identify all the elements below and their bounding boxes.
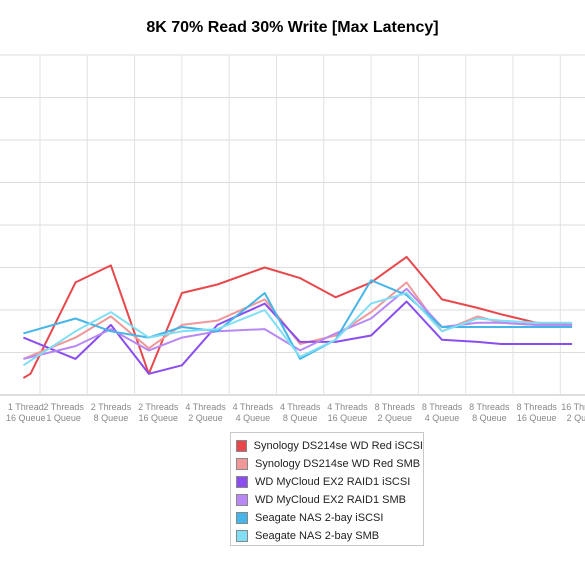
series-line-1 — [22, 255, 573, 379]
legend-label: Synology DS214se WD Red SMB — [255, 458, 421, 470]
legend-item: WD MyCloud EX2 RAID1 iSCSI — [236, 473, 423, 491]
legend-swatch — [236, 494, 248, 506]
x-tick-label: 4 Threads 4 Queue — [233, 402, 274, 423]
x-tick-label: 8 Threads 16 Queue — [516, 402, 557, 423]
legend-item: Synology DS214se WD Red iSCSI — [236, 437, 423, 455]
series-line-2 — [23, 281, 573, 360]
legend-label: Seagate NAS 2-bay SMB — [255, 530, 380, 542]
x-tick-label: 1 Thread 16 Queue — [6, 402, 46, 423]
x-tick-label: 4 Threads 16 Queue — [327, 402, 368, 423]
legend-label: WD MyCloud EX2 RAID1 iSCSI — [255, 476, 411, 488]
legend: Synology DS214se WD Red iSCSI Synology DS… — [230, 432, 424, 546]
legend-swatch — [236, 476, 248, 488]
chart-title: 8K 70% Read 30% Write [Max Latency] — [146, 19, 439, 36]
legend-label: Synology DS214se WD Red iSCSI — [253, 440, 423, 452]
legend-item: Synology DS214se WD Red SMB — [236, 455, 423, 473]
legend-swatch — [236, 512, 248, 524]
legend-swatch — [236, 440, 247, 452]
legend-item: Seagate NAS 2-bay iSCSI — [236, 509, 423, 527]
legend-item: Seagate NAS 2-bay SMB — [236, 527, 423, 545]
x-tick-label: 2 Threads 1 Queue — [43, 402, 84, 423]
x-tick-label: 8 Threads 4 Queue — [422, 402, 463, 423]
x-tick-label: 8 Threads 8 Queue — [469, 402, 510, 423]
legend-item: WD MyCloud EX2 RAID1 SMB — [236, 491, 423, 509]
series-line-3 — [23, 300, 573, 375]
series-line-4 — [23, 287, 573, 360]
x-tick-label: 2 Threads 8 Queue — [91, 402, 132, 423]
legend-label: Seagate NAS 2-bay iSCSI — [255, 512, 384, 524]
x-tick-label: 2 Threads 16 Queue — [138, 402, 179, 423]
series-line-6 — [22, 292, 573, 367]
legend-label: WD MyCloud EX2 RAID1 SMB — [255, 494, 406, 506]
legend-swatch — [236, 530, 248, 542]
x-tick-label: 4 Threads 8 Queue — [280, 402, 321, 423]
legend-swatch — [236, 458, 248, 470]
x-tick-label: 8 Threads 2 Queue — [375, 402, 416, 423]
x-tick-label: 4 Threads 2 Queue — [185, 402, 226, 423]
